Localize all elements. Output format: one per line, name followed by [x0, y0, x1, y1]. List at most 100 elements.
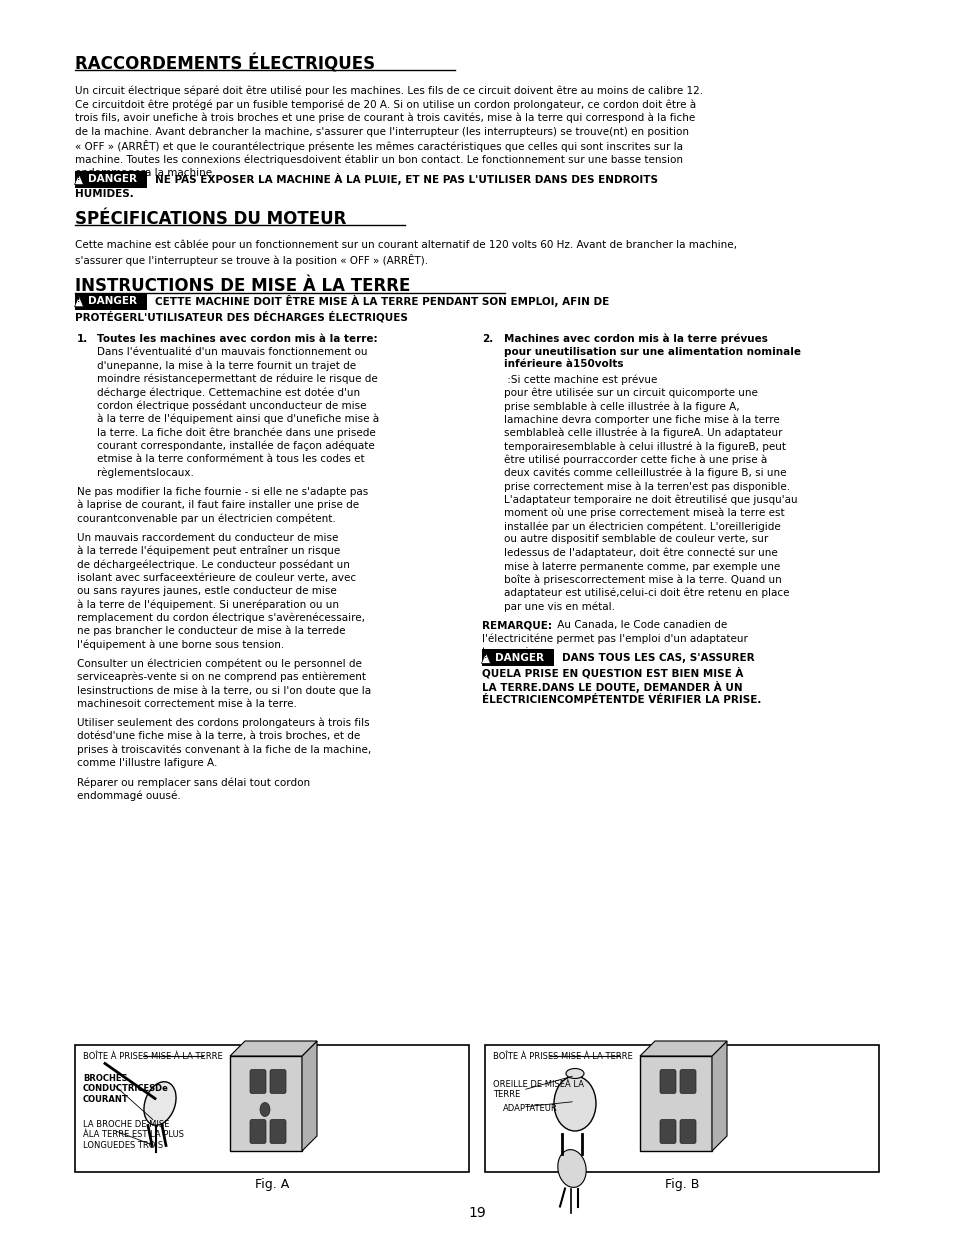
Text: semblableà celle illustrée à la figureA. Un adaptateur: semblableà celle illustrée à la figureA.…	[503, 427, 781, 438]
Ellipse shape	[554, 1076, 596, 1131]
Text: règlementslocaux.: règlementslocaux.	[97, 467, 193, 478]
Text: Au Canada, le Code canadien de: Au Canada, le Code canadien de	[554, 620, 726, 630]
Ellipse shape	[565, 1068, 583, 1078]
Text: pour être utilisée sur un circuit quicomporte une: pour être utilisée sur un circuit quicom…	[503, 388, 757, 398]
Text: endommagera la machine.: endommagera la machine.	[75, 168, 215, 178]
Text: DANGER: DANGER	[495, 653, 543, 663]
Text: deux cavités comme celleillustrée à la figure B, si une: deux cavités comme celleillustrée à la f…	[503, 468, 785, 478]
Text: machine. Toutes les connexions électriquesdoivent établir un bon contact. Le fon: machine. Toutes les connexions électriqu…	[75, 154, 682, 164]
Text: !: !	[77, 296, 81, 303]
Text: lesinstructions de mise à la terre, ou si l'on doute que la: lesinstructions de mise à la terre, ou s…	[77, 685, 371, 695]
Text: prise semblable à celle illustrée à la figure A,: prise semblable à celle illustrée à la f…	[503, 401, 739, 411]
Text: être utilisé pourraccorder cette fiche à une prise à: être utilisé pourraccorder cette fiche à…	[503, 454, 766, 464]
Text: :Si cette machine est prévue: :Si cette machine est prévue	[503, 374, 657, 385]
Text: Consulter un électricien compétent ou le personnel de: Consulter un électricien compétent ou le…	[77, 658, 361, 669]
Text: REMARQUE:: REMARQUE:	[481, 620, 552, 630]
Text: temporaire.: temporaire.	[481, 647, 542, 657]
Text: l'électriciténe permet pas l'emploi d'un adaptateur: l'électriciténe permet pas l'emploi d'un…	[481, 634, 747, 645]
Text: Fig. A: Fig. A	[254, 1178, 289, 1191]
Text: 1.: 1.	[77, 333, 89, 343]
FancyBboxPatch shape	[679, 1119, 696, 1144]
Text: temporairesemblable à celui illustré à la figureB, peut: temporairesemblable à celui illustré à l…	[503, 441, 785, 452]
Text: par une vis en métal.: par une vis en métal.	[503, 601, 615, 611]
Text: DANGER: DANGER	[88, 174, 137, 184]
FancyBboxPatch shape	[230, 1056, 302, 1151]
Text: ou sans rayures jaunes, estle conducteur de mise: ou sans rayures jaunes, estle conducteur…	[77, 585, 336, 597]
Text: de la machine. Avant debrancher la machine, s'assurer que l'interrupteur (les in: de la machine. Avant debrancher la machi…	[75, 126, 688, 137]
Text: cordon électrique possédant unconducteur de mise: cordon électrique possédant unconducteur…	[97, 400, 366, 411]
Text: l'équipement à une borne sous tension.: l'équipement à une borne sous tension.	[77, 640, 284, 650]
FancyBboxPatch shape	[250, 1119, 266, 1144]
Ellipse shape	[558, 1150, 585, 1187]
FancyBboxPatch shape	[679, 1070, 696, 1093]
Text: ou autre dispositif semblable de couleur verte, sur: ou autre dispositif semblable de couleur…	[503, 535, 767, 545]
Text: RACCORDEMENTS ÉLECTRIQUES: RACCORDEMENTS ÉLECTRIQUES	[75, 56, 375, 74]
FancyBboxPatch shape	[270, 1119, 286, 1144]
Text: ÉLECTRICIENCOMPÉTENTDE VÉRIFIER LA PRISE.: ÉLECTRICIENCOMPÉTENTDE VÉRIFIER LA PRISE…	[481, 695, 760, 705]
Text: la terre. La fiche doit être branchée dans une prisede: la terre. La fiche doit être branchée da…	[97, 427, 375, 437]
Text: s'assurer que l'interrupteur se trouve à la position « OFF » (ARRÊT).: s'assurer que l'interrupteur se trouve à…	[75, 253, 428, 266]
Text: DANS TOUS LES CAS, S'ASSURER: DANS TOUS LES CAS, S'ASSURER	[561, 653, 754, 663]
Text: endommagé ouusé.: endommagé ouusé.	[77, 790, 180, 802]
Text: à la terrede l'équipement peut entraîner un risque: à la terrede l'équipement peut entraîner…	[77, 546, 340, 557]
Text: PROTÉGERL'UTILISATEUR DES DÉCHARGES ÉLECTRIQUES: PROTÉGERL'UTILISATEUR DES DÉCHARGES ÉLEC…	[75, 311, 408, 322]
Text: comme l'illustre lafigure A.: comme l'illustre lafigure A.	[77, 758, 217, 768]
FancyBboxPatch shape	[75, 293, 147, 310]
Text: Ce circuitdoit être protégé par un fusible temporisé de 20 A. Si on utilise un c: Ce circuitdoit être protégé par un fusib…	[75, 99, 696, 110]
FancyBboxPatch shape	[659, 1119, 676, 1144]
FancyBboxPatch shape	[270, 1070, 286, 1093]
Text: !: !	[484, 653, 487, 659]
Text: Cette machine est câblée pour un fonctionnement sur un courant alternatif de 120: Cette machine est câblée pour un fonctio…	[75, 240, 737, 251]
Text: 19: 19	[468, 1207, 485, 1220]
FancyBboxPatch shape	[75, 170, 147, 188]
Text: Ne pas modifier la fiche fournie - si elle ne s'adapte pas: Ne pas modifier la fiche fournie - si el…	[77, 487, 368, 496]
Text: courantconvenable par un électricien compétent.: courantconvenable par un électricien com…	[77, 514, 335, 524]
Text: serviceaprès-vente si on ne comprend pas entièrement: serviceaprès-vente si on ne comprend pas…	[77, 672, 366, 683]
Text: 2.: 2.	[481, 333, 493, 343]
FancyBboxPatch shape	[484, 1045, 878, 1172]
FancyBboxPatch shape	[75, 1045, 469, 1172]
Text: QUELA PRISE EN QUESTION EST BIEN MISE À: QUELA PRISE EN QUESTION EST BIEN MISE À	[481, 667, 742, 679]
Polygon shape	[711, 1041, 726, 1151]
Text: à la terre de l'équipement. Si uneréparation ou un: à la terre de l'équipement. Si unerépara…	[77, 599, 338, 610]
Text: ne pas brancher le conducteur de mise à la terrede: ne pas brancher le conducteur de mise à …	[77, 626, 345, 636]
Text: adaptateur est utilisé,celui-ci doit être retenu en place: adaptateur est utilisé,celui-ci doit êtr…	[503, 588, 789, 598]
FancyBboxPatch shape	[639, 1056, 711, 1151]
Polygon shape	[74, 295, 84, 306]
Text: HUMIDES.: HUMIDES.	[75, 189, 133, 199]
Text: moment où une prise correctement miseà la terre est: moment où une prise correctement miseà l…	[503, 508, 783, 519]
Ellipse shape	[144, 1082, 176, 1125]
Polygon shape	[302, 1041, 316, 1151]
FancyBboxPatch shape	[659, 1070, 676, 1093]
Text: prises à troiscavités convenant à la fiche de la machine,: prises à troiscavités convenant à la fic…	[77, 745, 371, 755]
Text: à laprise de courant, il faut faire installer une prise de: à laprise de courant, il faut faire inst…	[77, 500, 358, 510]
Polygon shape	[639, 1041, 726, 1056]
Text: BOÎTE À PRISES MISE À LA TERRE: BOÎTE À PRISES MISE À LA TERRE	[83, 1052, 222, 1061]
Text: Machines avec cordon mis à la terre prévues
pour uneutilisation sur une alimenta: Machines avec cordon mis à la terre prév…	[503, 333, 801, 369]
Text: ADAPTATEUR: ADAPTATEUR	[502, 1104, 558, 1113]
Ellipse shape	[260, 1103, 270, 1116]
Text: Utiliser seulement des cordons prolongateurs à trois fils: Utiliser seulement des cordons prolongat…	[77, 718, 369, 729]
Text: DANGER: DANGER	[88, 296, 137, 306]
Text: LA TERRE.DANS LE DOUTE, DEMANDER À UN: LA TERRE.DANS LE DOUTE, DEMANDER À UN	[481, 682, 741, 693]
Text: Réparer ou remplacer sans délai tout cordon: Réparer ou remplacer sans délai tout cor…	[77, 777, 310, 788]
Text: ledessus de l'adaptateur, doit être connecté sur une: ledessus de l'adaptateur, doit être conn…	[503, 547, 777, 558]
Text: !: !	[77, 174, 81, 180]
Text: BOÎTE À PRISES MISE À LA TERRE: BOÎTE À PRISES MISE À LA TERRE	[493, 1052, 632, 1061]
FancyBboxPatch shape	[250, 1070, 266, 1093]
Text: décharge électrique. Cettemachine est dotée d'un: décharge électrique. Cettemachine est do…	[97, 388, 359, 398]
Text: mise à laterre permanente comme, par exemple une: mise à laterre permanente comme, par exe…	[503, 561, 780, 572]
Text: LA BROCHE DE MISE
ÀLA TERRE EST LA PLUS
LONGUEDES TROIS: LA BROCHE DE MISE ÀLA TERRE EST LA PLUS …	[83, 1120, 184, 1150]
Text: Fig. B: Fig. B	[664, 1178, 699, 1191]
Text: à la terre de l'équipement ainsi que d'unefiche mise à: à la terre de l'équipement ainsi que d'u…	[97, 414, 378, 425]
Text: dotésd'une fiche mise à la terre, à trois broches, et de: dotésd'une fiche mise à la terre, à troi…	[77, 731, 360, 741]
Text: boîte à prisescorrectement mise à la terre. Quand un: boîte à prisescorrectement mise à la ter…	[503, 574, 781, 585]
Text: courant correspondante, installée de façon adéquate: courant correspondante, installée de faç…	[97, 441, 375, 451]
Text: machinesoit correctement mise à la terre.: machinesoit correctement mise à la terre…	[77, 699, 296, 709]
Text: « OFF » (ARRÊT) et que le courantélectrique présente les mêmes caractéristiques : « OFF » (ARRÊT) et que le courantélectri…	[75, 141, 682, 152]
Text: L'adaptateur temporaire ne doit êtreutilisé que jusqu'au: L'adaptateur temporaire ne doit êtreutil…	[503, 494, 797, 505]
Text: Dans l'éventualité d'un mauvais fonctionnement ou: Dans l'éventualité d'un mauvais fonction…	[97, 347, 367, 357]
Text: NE PAS EXPOSER LA MACHINE À LA PLUIE, ET NE PAS L'UTILISER DANS DES ENDROITS: NE PAS EXPOSER LA MACHINE À LA PLUIE, ET…	[154, 173, 658, 185]
Text: Un mauvais raccordement du conducteur de mise: Un mauvais raccordement du conducteur de…	[77, 532, 338, 542]
Text: de déchargeélectrique. Le conducteur possédant un: de déchargeélectrique. Le conducteur pos…	[77, 559, 350, 569]
